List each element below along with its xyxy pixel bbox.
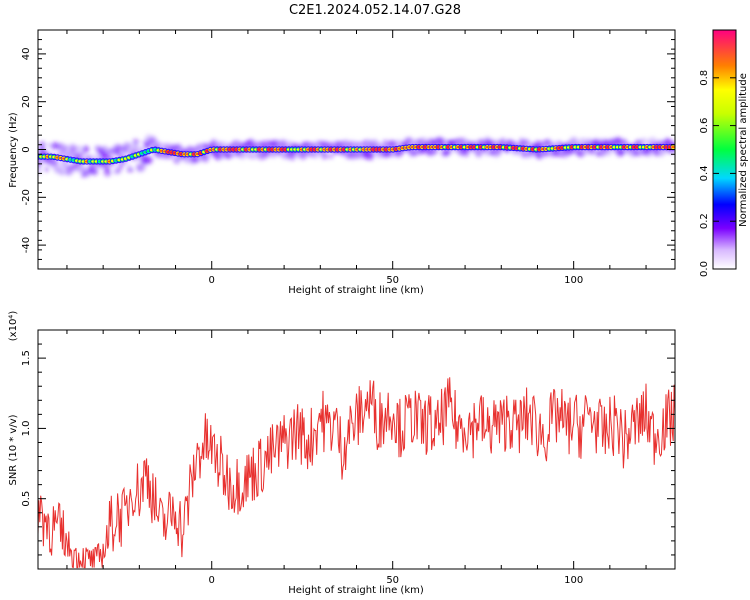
spectrogram-halo-cell <box>395 139 402 145</box>
spectrogram-core <box>38 143 675 165</box>
colorbar-ticks: 0.0 0.2 0.4 0.6 0.8 <box>699 70 736 277</box>
spectrogram-halo-cell <box>125 143 134 151</box>
spectrogram-halo-cell <box>132 145 140 153</box>
spectrogram-halo-cell <box>58 143 66 151</box>
spectrogram-halo-cell <box>83 146 88 151</box>
snr-x-tick-label: 50 <box>386 575 399 586</box>
spectrogram-y-tick-label: -40 <box>21 237 32 253</box>
spectrogram-halo-cell <box>58 169 66 176</box>
spectrogram-x-tick-label: 100 <box>564 275 583 286</box>
snr-ticks: 0 50 100 0.5 1.0 1.5 <box>21 329 675 586</box>
spectrogram-halo-cell <box>460 137 467 145</box>
spectrogram-halo-cell <box>156 141 163 149</box>
spectrogram-halo-cell <box>441 138 447 144</box>
colorbar-tick-label: 0.4 <box>699 165 710 181</box>
snr-series-line <box>38 377 675 569</box>
spectrogram-halo-cell <box>619 149 625 156</box>
snr-x-tick-label: 100 <box>564 575 583 586</box>
colorbar-tick-label: 0.0 <box>699 261 710 277</box>
spectrogram-halo-cell <box>641 137 647 144</box>
spectrogram-halo-cell <box>38 141 46 148</box>
figure-title: C2E1.2024.052.14.07.G28 <box>289 3 461 18</box>
snr-x-axis-label: Height of straight line (km) <box>288 585 424 596</box>
spectrogram-halo-cell <box>115 143 122 151</box>
spectrogram-x-tick-label: 50 <box>386 275 399 286</box>
spectrogram-x-axis-label: Height of straight line (km) <box>288 285 424 296</box>
spectrogram-y-tick-label: 20 <box>21 95 32 108</box>
spectrogram-halo-cell <box>132 138 140 146</box>
colorbar-tick-label: 0.2 <box>699 213 710 229</box>
spectrogram-halo-cell <box>580 137 586 143</box>
spectrogram-halo-cell <box>391 141 397 147</box>
spectrogram-halo-cell <box>248 154 253 159</box>
snr-y-multiplier: (x10⁴) <box>8 311 19 342</box>
snr-y-tick-label: 0.5 <box>21 491 32 507</box>
snr-y-axis-label: SNR (10 * v/v) <box>8 414 19 485</box>
spectrogram-halo-cell <box>648 136 657 145</box>
spectrogram-panel: 0 50 100 -40 -20 0 20 40 Height of straight lin… <box>8 29 676 296</box>
spectrogram-halo-cell <box>78 151 85 157</box>
spectrogram-y-tick-label: 0 <box>21 146 32 152</box>
colorbar-label: Normalized spectral amplitude <box>738 73 749 227</box>
spectrogram-halo-cell <box>127 164 132 169</box>
spectrogram-y-tick-label: 40 <box>21 48 32 61</box>
spectrogram-halo-cell <box>118 164 123 170</box>
spectrogram-halo-cell <box>204 153 210 159</box>
spectrogram-halo-cell <box>247 139 255 147</box>
spectrogram-core-inner <box>671 146 675 149</box>
spectrogram-halo-cell <box>52 159 59 165</box>
spectrogram-halo-cell <box>103 168 112 177</box>
spectrogram-halo-cell <box>484 149 491 157</box>
spectrogram-halo-cell <box>328 154 334 159</box>
colorbar-gradient <box>713 30 736 269</box>
spectrogram-halo-cell <box>241 151 248 158</box>
spectrogram-halo-cell <box>571 136 578 144</box>
spectrogram-y-tick-label: -20 <box>21 189 32 205</box>
spectrogram-halo-cell <box>606 150 612 156</box>
spectrogram-halo-cell <box>38 158 42 166</box>
spectrogram-halo-cell <box>63 145 69 150</box>
spectrogram-halo-cell <box>129 167 134 173</box>
colorbar-tick-label: 0.8 <box>699 70 710 86</box>
spectrogram-halo-cell <box>543 150 550 157</box>
spectrogram-halo-cell <box>76 145 83 152</box>
colorbar-tick-label: 0.6 <box>699 118 710 134</box>
spectrogram-ticks: 0 50 100 -40 -20 0 20 40 <box>21 29 675 286</box>
spectrogram-halo-cell <box>92 168 97 174</box>
spectrogram-heatmap <box>38 134 675 178</box>
spectrogram-x-tick-label: 0 <box>209 275 215 286</box>
spectrogram-halo-cell <box>115 168 122 174</box>
spectrogram-halo-cell <box>46 142 51 148</box>
spectrogram-halo-cell <box>102 145 109 151</box>
snr-y-tick-label: 1.0 <box>21 420 32 436</box>
spectrogram-halo-cell <box>320 152 329 160</box>
spectrogram-halo-cell <box>253 154 258 159</box>
snr-panel: 0 50 100 0.5 1.0 1.5 Height of straight line … <box>8 311 676 596</box>
colorbar-frame <box>712 29 737 270</box>
spectrogram-halo-cell <box>148 157 153 162</box>
spectrogram-halo-cell <box>413 150 419 156</box>
spectrogram-halo-cell <box>44 166 50 172</box>
snr-x-tick-label: 0 <box>209 575 215 586</box>
spectrogram-halo-cell <box>124 149 130 155</box>
colorbar: 0.0 0.2 0.4 0.6 0.8 Normalized spectral ampl… <box>699 29 749 277</box>
snr-y-tick-label: 1.5 <box>21 350 32 366</box>
spectrogram-y-axis-label: Frequency (Hz) <box>8 112 19 188</box>
spectrogram-halo-cell <box>166 142 171 147</box>
